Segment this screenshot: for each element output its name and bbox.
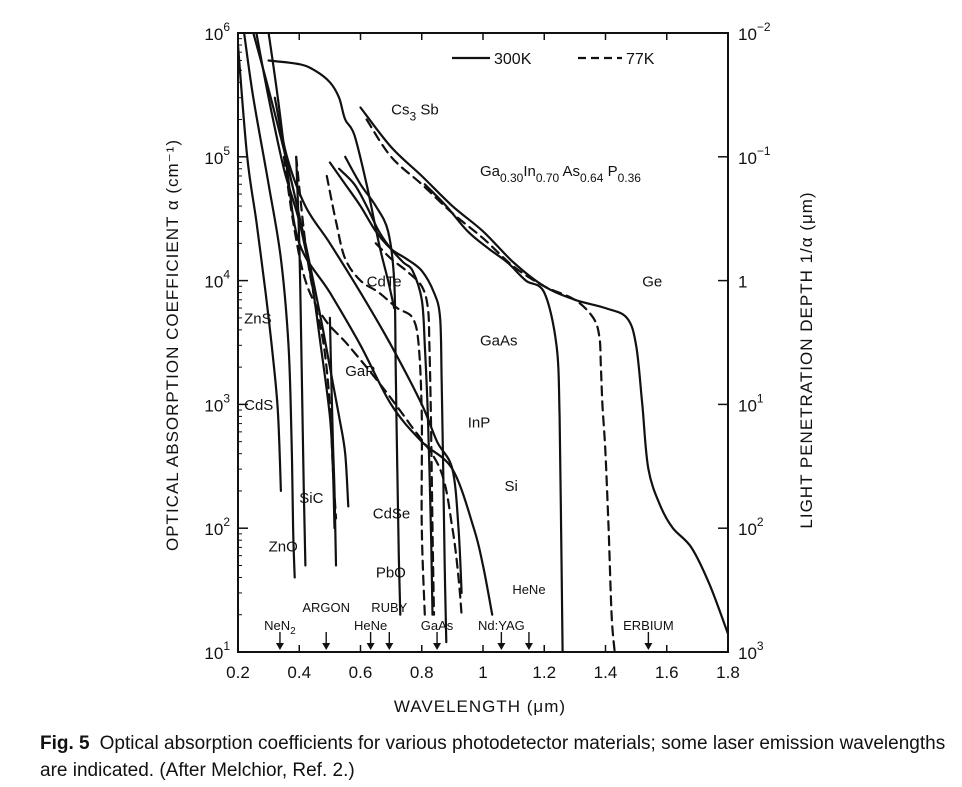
y2-tick-label: 102 — [738, 515, 764, 539]
curve-label-cdte: CdTe — [367, 273, 402, 290]
y2-axis-title: LIGHT PENETRATION DEPTH 1/α (μm) — [797, 191, 816, 528]
x-tick-label: 0.6 — [349, 663, 373, 682]
laser-label-nd-yag: Nd:YAG — [478, 618, 525, 633]
y2-tick-label: 10−2 — [738, 20, 771, 44]
figure-label: Fig. 5 — [40, 733, 90, 754]
y2-tick-label: 10−1 — [738, 144, 771, 168]
curve-label-inp: InP — [468, 415, 491, 432]
laser-label-ruby: RUBY — [371, 600, 407, 615]
y-tick-label: 106 — [204, 20, 230, 44]
laser-label-hene: HeNe — [354, 618, 387, 633]
curve-gaas-77k — [376, 243, 434, 614]
y-tick-label: 103 — [204, 391, 230, 415]
laser-arrow-head — [367, 643, 375, 650]
figure-caption-text: Optical absorption coefficients for vari… — [40, 733, 945, 781]
x-axis-ticks: 0.2 0.4 0.6 0.8 1 1.2 1.4 1.6 1.8 — [226, 33, 740, 682]
x-tick-label: 1.8 — [716, 663, 740, 682]
y-axis-title: OPTICAL ABSORPTION COEFFICIENT α (cm⁻¹) — [163, 139, 182, 551]
legend-300k-label: 300K — [494, 51, 532, 68]
curve-label-zns: ZnS — [244, 311, 272, 328]
y2-axis-ticks: 103 102 101 1 10−1 10−2 — [718, 20, 771, 663]
curve-label-pbo: PbO — [376, 564, 406, 581]
curve-label-si: Si — [504, 478, 517, 495]
x-tick-label: 0.2 — [226, 663, 250, 682]
curve-label-cdse: CdSe — [373, 505, 411, 522]
x-tick-label: 1.6 — [655, 663, 679, 682]
curve-label-cs3: Cs3 Sb — [391, 101, 439, 123]
laser-arrow-head — [433, 643, 441, 650]
x-tick-label: 1.2 — [532, 663, 556, 682]
x-tick-label: 0.8 — [410, 663, 434, 682]
y-tick-label: 101 — [204, 639, 230, 663]
chart-svg: 0.2 0.4 0.6 0.8 1 1.2 1.4 1.6 1.8 10110210310410… — [0, 0, 962, 730]
curve-label-zno: ZnO — [269, 538, 298, 555]
y-tick-label: 102 — [204, 515, 230, 539]
legend-77k-label: 77K — [626, 51, 655, 68]
curve-zno-300k — [244, 33, 295, 578]
laser-arrow-head — [276, 643, 284, 650]
laser-arrow-head — [497, 643, 505, 650]
figure-caption: Fig. 5 Optical absorption coefficients fo… — [40, 730, 955, 784]
y2-tick-label: 103 — [738, 639, 764, 663]
y2-tick-label: 101 — [738, 391, 764, 415]
y-tick-label: 104 — [204, 268, 230, 292]
curve-inp-300k — [275, 98, 462, 593]
x-axis-title: WAVELENGTH (μm) — [394, 697, 566, 716]
curve-label-ge: Ge — [642, 273, 662, 290]
laser-arrow-head — [525, 643, 533, 650]
curve-label-cds: CdS — [244, 397, 273, 414]
curve-label-gaas: GaAs — [480, 332, 518, 349]
laser-arrow-head — [644, 643, 652, 650]
x-tick-label: 0.4 — [287, 663, 311, 682]
absorption-chart: 0.2 0.4 0.6 0.8 1 1.2 1.4 1.6 1.8 101 102 103 104 10… — [0, 0, 962, 730]
curve-label-ga0-30: Ga0.30In0.70 As0.64 P0.36 — [480, 163, 641, 185]
x-tick-label: 1 — [478, 663, 487, 682]
y-tick-label: 105 — [204, 144, 230, 168]
curve-cdte-77k — [327, 176, 425, 615]
laser-arrow-head — [322, 643, 330, 650]
curve-label-gap: GaP — [345, 363, 375, 380]
laser-label-erbium: ERBIUM — [623, 618, 674, 633]
laser-label-hene: HeNe — [512, 582, 545, 597]
laser-label-gaas: GaAs — [421, 618, 454, 633]
legend: 300K 77K — [452, 51, 655, 68]
x-tick-label: 1.4 — [594, 663, 618, 682]
laser-label-argon: ARGON — [302, 600, 350, 615]
laser-arrow-head — [385, 643, 393, 650]
curve-ge-300k — [361, 108, 729, 634]
y2-tick-label: 1 — [738, 273, 747, 292]
y-axis-ticks: 101 102 103 104 105 106 — [204, 20, 248, 663]
curve-label-sic: SiC — [299, 490, 323, 507]
